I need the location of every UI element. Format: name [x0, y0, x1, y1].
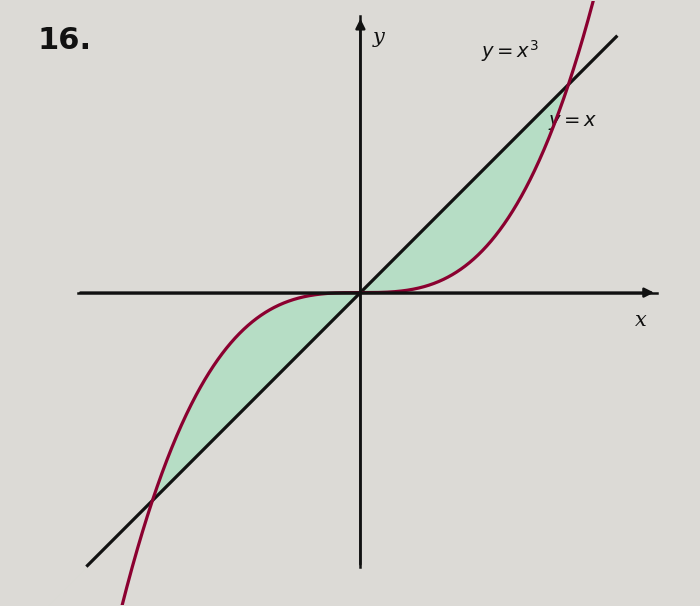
Text: $y = x^3$: $y = x^3$	[481, 38, 539, 64]
Text: $y = x$: $y = x$	[547, 113, 597, 132]
Text: x: x	[636, 311, 647, 330]
Text: y: y	[373, 28, 384, 47]
Text: 16.: 16.	[38, 26, 92, 55]
